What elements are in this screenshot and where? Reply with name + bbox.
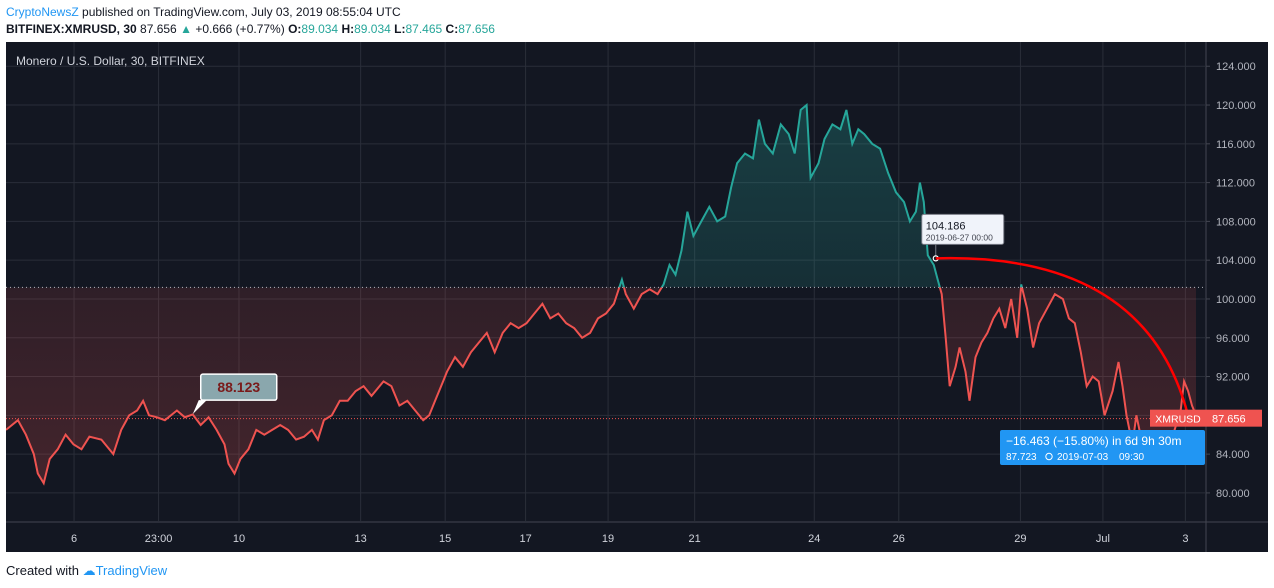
symbol-label-box [1150,409,1206,427]
open-value: 89.034 [301,22,339,36]
x-tick-label: Jul [1096,533,1110,545]
y-tick-label: 84.000 [1216,449,1250,461]
low-label: L: [394,22,406,36]
reference-lines [6,286,1206,420]
time-axis[interactable]: 6 23:00 10 13 15 17 19 21 24 26 29 Jul 3 [71,533,1188,545]
open-label: O: [288,22,302,36]
last-value: 87.656 [140,22,177,36]
y-tick-label: 108.000 [1216,216,1256,228]
x-tick-label: 17 [519,533,531,545]
callout-date: 2019-06-27 00:00 [926,232,993,242]
area-fills [6,105,1196,484]
y-tick-label: 112.000 [1216,178,1255,190]
measure-main: −16.463 (−15.80%) in 6d 9h 30m [1006,434,1181,448]
price-lines [6,102,1197,486]
price-label-pointer [192,400,207,415]
tradingview-link[interactable]: TradingView [95,563,168,578]
y-tick-label: 120.000 [1216,100,1256,112]
y-tick-label: 124.000 [1216,61,1256,73]
y-tick-label: 96.000 [1216,333,1250,345]
quote-line: BITFINEX:XMRUSD, 30 87.656 ▲ +0.666 (+0.… [6,22,495,36]
close-label: C: [445,22,459,36]
up-area-fill [6,105,1196,288]
measure-box [1000,430,1205,465]
chart-title: Monero / U.S. Dollar, 30, BITFINEX [16,54,205,68]
publish-text: published on TradingView.com, July 03, 2… [78,5,401,19]
price-axis[interactable]: 80.000 84.000 92.000 96.000 100.000 104.000 10… [1206,61,1256,500]
measure-date: 2019-07-03 [1057,452,1109,463]
x-tick-label: 3 [1182,533,1188,545]
y-tick-label: 80.000 [1216,488,1250,500]
tradingview-icon[interactable]: ☁ [82,563,96,578]
price-label-box [199,373,278,401]
clock-icon [1045,452,1053,461]
x-tick-label: 6 [71,533,77,545]
price-chart[interactable]: 80.000 84.000 92.000 96.000 100.000 104.000 10… [0,42,1274,552]
high-label: H: [341,22,355,36]
x-tick-label: 21 [689,533,701,545]
up-arrow-icon: ▲ [180,22,192,36]
projection-arc [935,256,1190,416]
x-tick-label: 13 [355,533,367,545]
price-label-text: 88.123 [217,379,260,395]
measure-sub: 87.723 [1006,452,1037,463]
footer: Created with ☁TradingView [6,563,167,579]
publish-line: CryptoNewsZ published on TradingView.com… [6,5,401,19]
down-area-fill [6,287,1196,484]
symbol-label: XMRUSD [1155,414,1201,426]
price-line-above [618,102,1023,288]
change-value: +0.666 (+0.77%) [195,22,285,36]
callout-box [921,213,1005,245]
y-tick-label: 92.000 [1216,372,1250,384]
close-value: 87.656 [458,22,495,36]
footer-prefix: Created with [6,563,83,578]
x-tick-label: 15 [439,533,451,545]
price-line-below [6,287,1197,486]
x-tick-label: 26 [893,533,905,545]
author-link[interactable]: CryptoNewsZ [6,5,79,19]
low-value: 87.465 [405,22,443,36]
symbol: BITFINEX:XMRUSD, 30 [6,22,137,36]
last-price-label: 87.656 [1212,414,1246,426]
measure-time: 09:30 [1119,452,1144,463]
y-tick-label: 100.000 [1216,294,1256,306]
x-tick-label: 10 [233,533,245,545]
y-tick-label: 116.000 [1216,139,1255,151]
x-tick-label: 29 [1014,533,1026,545]
y-tick-label: 104.000 [1216,255,1256,267]
x-tick-label: 24 [808,533,820,545]
high-value: 89.034 [354,22,391,36]
last-price-box [1206,409,1262,427]
x-tick-label: 23:00 [145,533,173,545]
x-tick-label: 19 [602,533,614,545]
callout-price: 104.186 [926,220,966,232]
